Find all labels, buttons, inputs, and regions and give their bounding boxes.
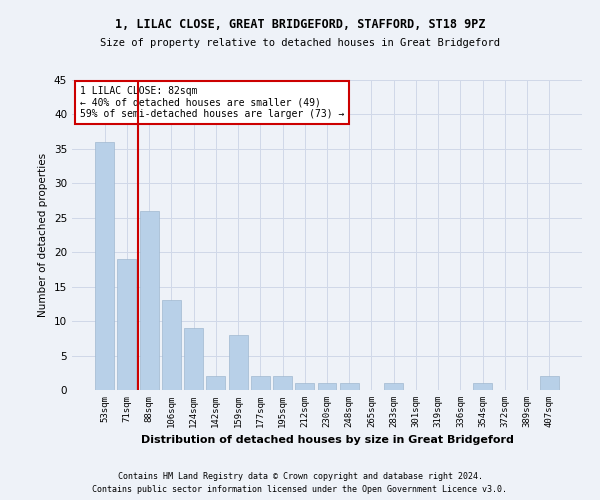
Text: Contains public sector information licensed under the Open Government Licence v3: Contains public sector information licen… <box>92 485 508 494</box>
Text: Contains HM Land Registry data © Crown copyright and database right 2024.: Contains HM Land Registry data © Crown c… <box>118 472 482 481</box>
Bar <box>317 383 337 390</box>
X-axis label: Distribution of detached houses by size in Great Bridgeford: Distribution of detached houses by size … <box>140 436 514 446</box>
Bar <box>118 259 136 390</box>
Text: 1, LILAC CLOSE, GREAT BRIDGEFORD, STAFFORD, ST18 9PZ: 1, LILAC CLOSE, GREAT BRIDGEFORD, STAFFO… <box>115 18 485 30</box>
Bar <box>140 211 158 390</box>
Bar <box>540 376 559 390</box>
Bar <box>251 376 270 390</box>
Bar <box>206 376 225 390</box>
Bar <box>384 383 403 390</box>
Bar <box>295 383 314 390</box>
Text: Size of property relative to detached houses in Great Bridgeford: Size of property relative to detached ho… <box>100 38 500 48</box>
Bar <box>229 335 248 390</box>
Bar <box>184 328 203 390</box>
Bar <box>340 383 359 390</box>
Bar <box>162 300 181 390</box>
Bar <box>473 383 492 390</box>
Y-axis label: Number of detached properties: Number of detached properties <box>38 153 49 317</box>
Text: 1 LILAC CLOSE: 82sqm
← 40% of detached houses are smaller (49)
59% of semi-detac: 1 LILAC CLOSE: 82sqm ← 40% of detached h… <box>80 86 344 120</box>
Bar <box>95 142 114 390</box>
Bar <box>273 376 292 390</box>
